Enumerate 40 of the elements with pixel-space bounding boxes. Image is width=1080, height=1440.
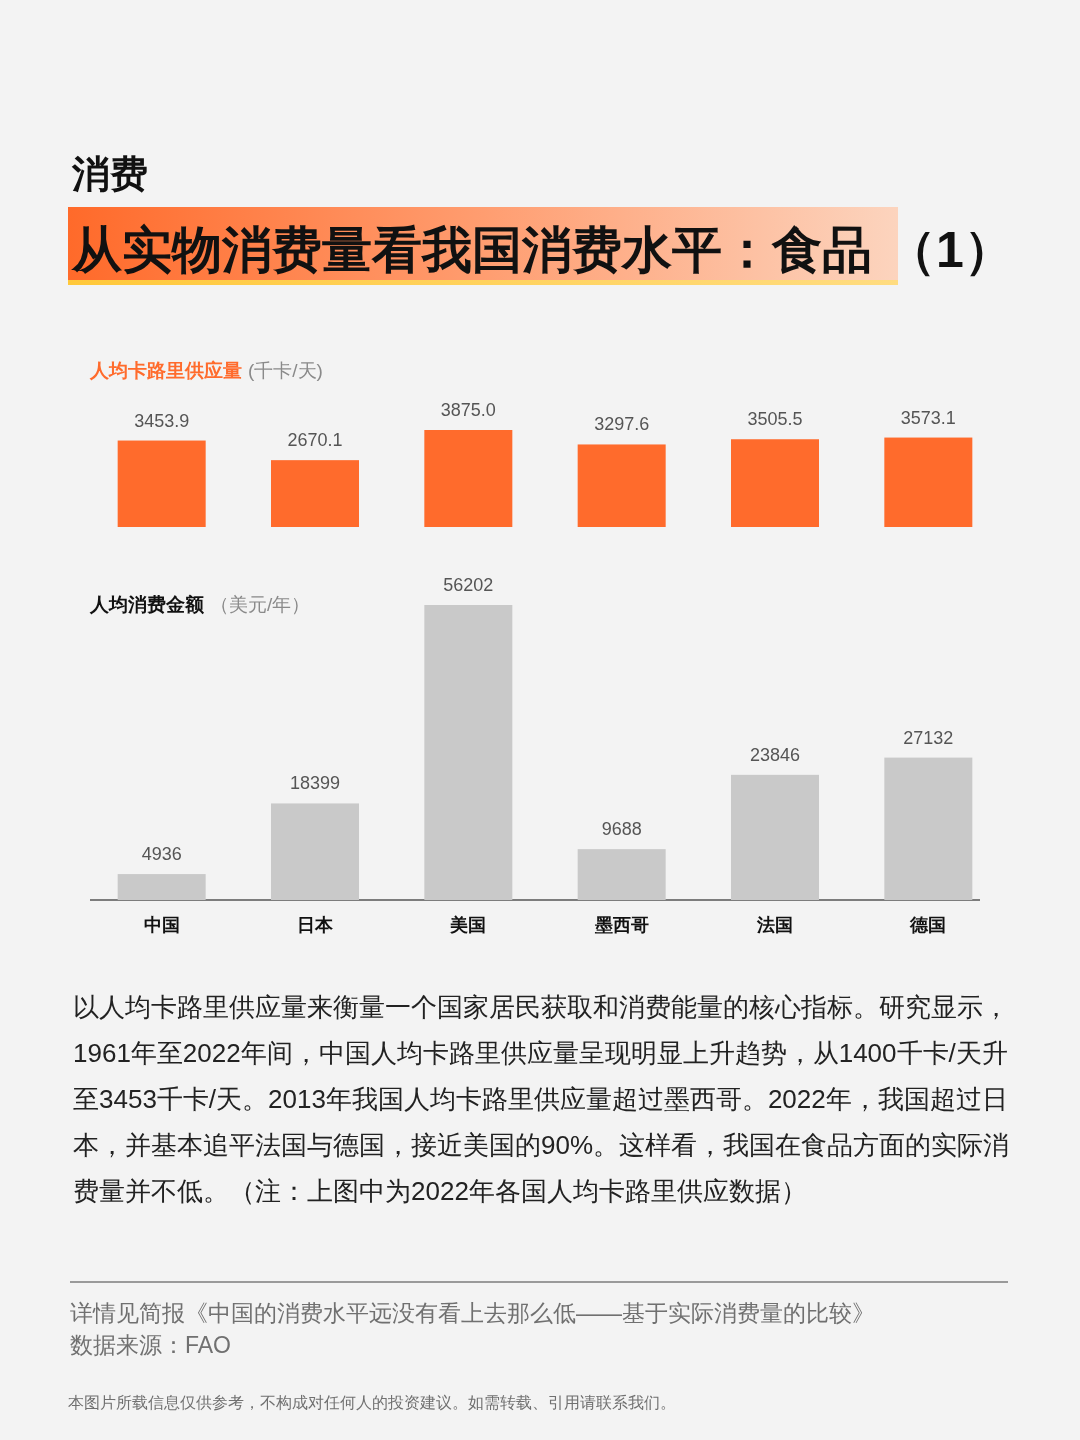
chart-subtitle: （美元/年）	[210, 594, 311, 615]
x-tick-label: 美国	[449, 915, 487, 935]
bar	[271, 460, 359, 527]
data-label: 3573.1	[900, 407, 956, 428]
bar	[424, 430, 513, 527]
bar	[731, 439, 819, 527]
bar	[577, 849, 666, 900]
bar	[731, 774, 819, 900]
data-label: 56202	[443, 575, 494, 595]
bar	[884, 437, 973, 527]
x-tick-label: 中国	[143, 915, 180, 935]
data-label: 23846	[749, 744, 801, 765]
data-label: 2670.1	[287, 430, 343, 451]
bar	[577, 444, 666, 527]
data-label: 3297.6	[594, 414, 650, 435]
bar	[117, 440, 206, 527]
data-label: 3875.0	[440, 400, 496, 420]
text: 消费	[71, 153, 148, 195]
chart-subtitle: (千卡/天)	[248, 360, 323, 381]
x-tick-label: 墨西哥	[593, 915, 649, 935]
data-label: 9688	[601, 819, 642, 840]
data-label: 3453.9	[134, 410, 190, 431]
text: 本图片所载信息仅供参考，不构成对任何人的投资建议。如需转载、引用请联系我们。	[68, 1394, 676, 1411]
chart-title: 人均卡路里供应量	[89, 360, 242, 381]
text: 从实物消费量看我国消费水平：食品 （1）	[71, 222, 1014, 278]
source-note: 数据来源：FAO	[70, 1332, 232, 1358]
data-label: 27132	[903, 727, 954, 748]
bar	[117, 874, 206, 900]
data-label: 3505.5	[747, 409, 803, 430]
bar	[271, 803, 359, 900]
x-tick-label: 法国	[756, 915, 793, 935]
data-label: 4936	[141, 844, 182, 865]
bar	[884, 757, 973, 900]
bar	[424, 605, 513, 900]
chart-title: 人均消费金额	[89, 594, 205, 615]
x-tick-label: 德国	[909, 915, 947, 935]
x-tick-label: 日本	[297, 915, 334, 935]
text: 详情见简报《中国的消费水平远没有看上去那么低——基于实际消费量的比较》	[70, 1300, 875, 1326]
data-label: 18399	[289, 773, 341, 794]
text: 以人均卡路里供应量来衡量一个国家居民获取和消费能量的核心指标。研究显示，1961年至2022年间，中国人均卡路里供应量呈现明显上升趋势，从1400千卡/天升至3453千卡/天。2013年我国人均卡路里供应量超过墨西哥。2022年，我国超过日本，并基本追平法国与德国，接近美国的90%。这样看，我国在食品方面的实际消费量并不低。（注：上图中为2022年各国人均卡路里供应数据）	[73, 991, 1011, 1208]
